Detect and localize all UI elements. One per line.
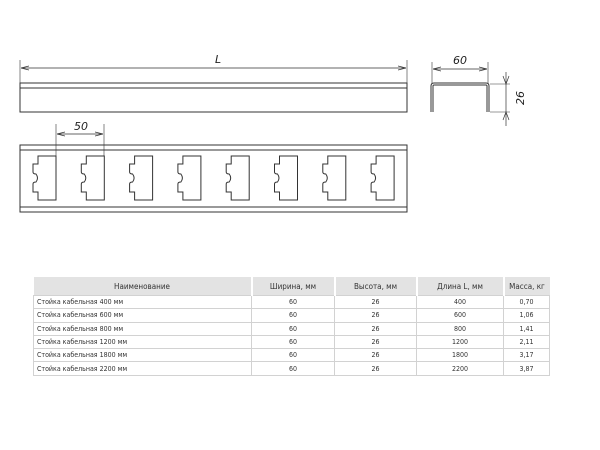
height-label: 26 xyxy=(514,91,527,105)
front-view xyxy=(19,124,408,213)
table-cell: 3,17 xyxy=(503,348,550,363)
column-header: Масса, кг xyxy=(502,277,550,296)
slot xyxy=(80,155,105,201)
table-cell: 60 xyxy=(251,294,335,310)
table-cell: Стойка кабельная 1800 мм xyxy=(33,348,252,363)
table-cell: 1,41 xyxy=(503,321,550,336)
width-label: 60 xyxy=(453,54,467,67)
table-cell: Стойка кабельная 800 мм xyxy=(33,321,252,336)
cross-section-view xyxy=(430,62,510,126)
table-cell: 800 xyxy=(416,321,504,336)
table-cell: 400 xyxy=(416,294,504,310)
table-cell: 1,06 xyxy=(503,308,550,323)
table-cell: Стойка кабельная 2200 мм xyxy=(33,361,252,376)
column-header: Ширина, мм xyxy=(250,277,335,296)
table-cell: 2200 xyxy=(416,361,504,376)
table-row: Стойка кабельная 2200 мм 60 26 2200 3,87 xyxy=(33,361,550,376)
column-header: Длина L, мм xyxy=(415,277,504,296)
table-cell: 26 xyxy=(334,308,417,323)
table-cell: 26 xyxy=(334,348,417,363)
pitch-label: 50 xyxy=(74,120,88,133)
table-cell: Стойка кабельная 600 мм xyxy=(33,308,252,323)
table-cell: 2,11 xyxy=(503,334,550,350)
slot xyxy=(322,155,347,201)
slot xyxy=(274,155,298,201)
table-row: Стойка кабельная 1800 мм 60 26 1800 3,17 xyxy=(33,348,550,363)
table-row: Стойка кабельная 600 мм 60 26 600 1,06 xyxy=(33,308,550,323)
column-header: Наименование xyxy=(33,277,252,296)
table-cell: 600 xyxy=(416,308,504,323)
table-row: Стойка кабельная 400 мм 60 26 400 0,70 xyxy=(33,294,550,310)
table-cell: 60 xyxy=(251,321,335,336)
table-row: Стойка кабельная 800 мм 60 26 800 1,41 xyxy=(33,321,550,336)
slot xyxy=(32,155,57,201)
slot xyxy=(225,155,250,201)
table-header-row: Наименование Ширина, мм Высота, мм Длина… xyxy=(33,277,550,296)
table-cell: 1800 xyxy=(416,348,504,363)
slot xyxy=(129,155,154,201)
table-cell: 0,70 xyxy=(503,294,550,310)
table-cell: 60 xyxy=(251,308,335,323)
side-view xyxy=(19,60,408,113)
table-cell: 60 xyxy=(251,361,335,376)
table-cell: 26 xyxy=(334,321,417,336)
table-cell: 26 xyxy=(334,334,417,350)
table-cell: 60 xyxy=(251,334,335,350)
length-label: L xyxy=(215,53,221,66)
table-cell: Стойка кабельная 1200 мм xyxy=(33,334,252,350)
table-row: Стойка кабельная 1200 мм 60 26 1200 2,11 xyxy=(33,334,550,350)
table-cell: Стойка кабельная 400 мм xyxy=(33,294,252,310)
table-cell: 3,87 xyxy=(503,361,550,376)
table-cell: 26 xyxy=(334,294,417,310)
specifications-table: Наименование Ширина, мм Высота, мм Длина… xyxy=(33,277,550,376)
table-cell: 1200 xyxy=(416,334,504,350)
table-cell: 26 xyxy=(334,361,417,376)
table-cell: 60 xyxy=(251,348,335,363)
technical-drawing: L 60 26 50 xyxy=(19,53,527,213)
slot xyxy=(370,155,395,201)
slot xyxy=(177,155,202,201)
column-header: Высота, мм xyxy=(333,277,417,296)
